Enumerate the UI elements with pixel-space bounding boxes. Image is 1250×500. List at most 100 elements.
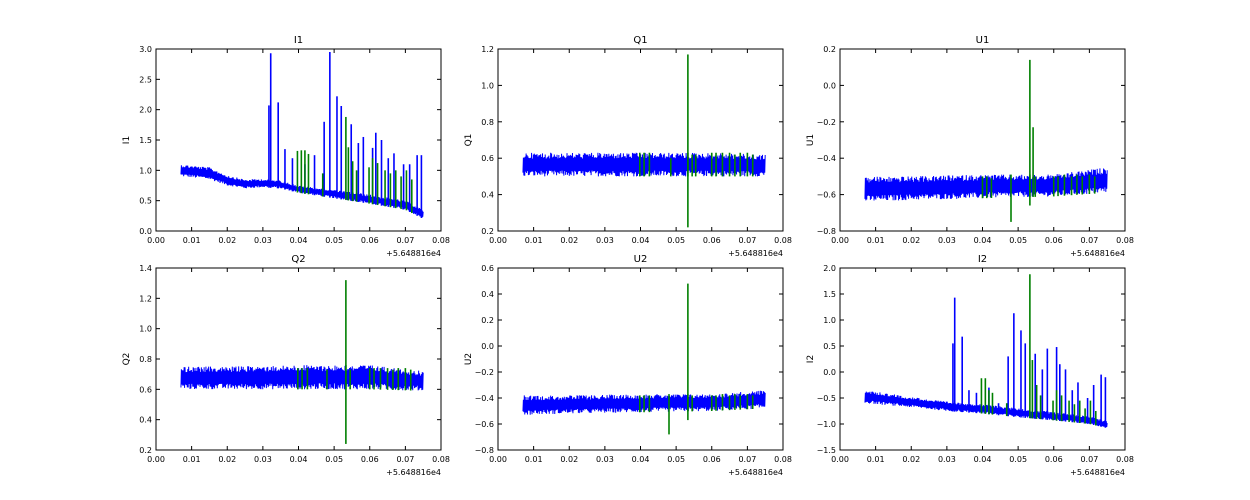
x-tick-label: 0.04 [632, 236, 650, 245]
panel-title: U2 [634, 254, 648, 265]
y-tick-label: 0.5 [139, 197, 152, 206]
x-tick-label: 0.08 [774, 236, 792, 245]
y-axis-label: U2 [464, 353, 474, 365]
x-tick-label: 0.05 [1009, 455, 1027, 464]
subplot-U1: 0.00 0.01 0.02 0.03 0.04 0.05 0.06 0.07 0.08 −0.8… [806, 35, 1134, 258]
x-tick-label: 0.03 [938, 236, 956, 245]
x-tick-label: 0.00 [489, 455, 507, 464]
y-tick-label: 0.2 [481, 227, 494, 236]
x-tick-label: 0.08 [432, 236, 450, 245]
plot-area [180, 52, 424, 218]
plot-area [180, 280, 424, 444]
y-tick-label: 3.0 [139, 45, 152, 54]
x-tick-label: 0.06 [361, 236, 379, 245]
x-tick-label: 0.08 [1116, 236, 1134, 245]
y-axis-label: Q2 [122, 353, 132, 366]
x-tick-label: 0.06 [703, 455, 721, 464]
series-green [981, 59, 1096, 222]
subplot-Q1: 0.00 0.01 0.02 0.03 0.04 0.05 0.06 0.07 0.08 0.2 0… [464, 35, 792, 258]
x-tick-label: 0.02 [218, 455, 236, 464]
y-tick-label: 1.2 [139, 294, 152, 303]
x-tick-label: 0.04 [290, 455, 308, 464]
x-tick-label: 0.07 [738, 236, 756, 245]
x-tick-label: 0.01 [183, 236, 201, 245]
y-tick-label: −0.8 [475, 446, 494, 455]
x-offset-label: +5.648816e4 [386, 468, 441, 477]
panel-title: Q1 [633, 35, 647, 46]
subplot-I1: 0.00 0.01 0.02 0.03 0.04 0.05 0.06 0.07 0.08 0.0 0… [122, 35, 450, 258]
panel-title: I1 [294, 35, 303, 46]
y-tick-label: −0.2 [475, 368, 494, 377]
y-axis-label: I2 [806, 355, 816, 363]
x-tick-label: 0.04 [974, 455, 992, 464]
x-tick-label: 0.05 [1009, 236, 1027, 245]
x-tick-label: 0.02 [902, 455, 920, 464]
panel-title: I2 [978, 254, 987, 265]
x-offset-label: +5.648816e4 [1070, 249, 1125, 258]
x-tick-label: 0.05 [667, 455, 685, 464]
series-green [638, 54, 754, 228]
y-tick-label: 2.5 [139, 75, 152, 84]
x-tick-label: 0.02 [560, 236, 578, 245]
x-offset-label: +5.648816e4 [728, 249, 783, 258]
y-tick-label: 2.0 [139, 106, 152, 115]
x-tick-label: 0.08 [1116, 455, 1134, 464]
y-tick-label: 2.0 [823, 264, 836, 273]
y-axis-label: I1 [122, 136, 132, 144]
x-tick-label: 0.00 [831, 236, 849, 245]
panel-title: U1 [976, 35, 990, 46]
x-tick-label: 0.01 [867, 455, 885, 464]
x-tick-label: 0.00 [489, 236, 507, 245]
x-tick-label: 0.07 [396, 455, 414, 464]
x-tick-label: 0.08 [774, 455, 792, 464]
y-tick-label: 0.8 [481, 118, 494, 127]
y-tick-label: 0.2 [481, 316, 494, 325]
x-offset-label: +5.648816e4 [1070, 468, 1125, 477]
x-tick-label: 0.07 [1080, 236, 1098, 245]
y-tick-label: −0.6 [475, 420, 494, 429]
y-tick-label: 1.0 [823, 316, 836, 325]
y-tick-label: 0.2 [139, 446, 152, 455]
y-tick-label: 1.5 [139, 136, 152, 145]
subplot-U2: 0.00 0.01 0.02 0.03 0.04 0.05 0.06 0.07 0.08 −0.8… [464, 254, 792, 477]
y-tick-label: 0.4 [481, 290, 494, 299]
y-tick-label: 0.6 [481, 264, 494, 273]
y-tick-label: 0.0 [823, 81, 836, 90]
x-tick-label: 0.05 [325, 455, 343, 464]
y-tick-label: 0.0 [823, 368, 836, 377]
y-tick-label: 1.0 [139, 325, 152, 334]
y-tick-label: 1.2 [481, 45, 494, 54]
x-tick-label: 0.01 [867, 236, 885, 245]
x-tick-label: 0.08 [432, 455, 450, 464]
x-tick-label: 0.00 [147, 236, 165, 245]
x-tick-label: 0.06 [1045, 455, 1063, 464]
x-tick-label: 0.07 [396, 236, 414, 245]
x-tick-label: 0.03 [596, 455, 614, 464]
x-tick-label: 0.04 [290, 236, 308, 245]
x-tick-label: 0.05 [667, 236, 685, 245]
y-tick-label: 1.4 [139, 264, 152, 273]
x-tick-label: 0.01 [525, 455, 543, 464]
y-tick-label: 0.0 [481, 342, 494, 351]
x-tick-label: 0.03 [254, 236, 272, 245]
y-tick-label: 1.0 [139, 166, 152, 175]
y-tick-label: −0.2 [817, 118, 836, 127]
y-tick-label: −1.5 [817, 446, 836, 455]
x-tick-label: 0.05 [325, 236, 343, 245]
x-tick-label: 0.02 [560, 455, 578, 464]
x-offset-label: +5.648816e4 [728, 468, 783, 477]
x-tick-label: 0.04 [632, 455, 650, 464]
y-tick-label: −0.5 [817, 394, 836, 403]
x-tick-label: 0.02 [902, 236, 920, 245]
y-tick-label: 0.6 [481, 154, 494, 163]
y-axis-label: U1 [806, 134, 816, 146]
series-green [638, 283, 754, 435]
subplot-I2: 0.00 0.01 0.02 0.03 0.04 0.05 0.06 0.07 0.08 −1.5… [806, 254, 1134, 477]
series-green [296, 280, 412, 444]
plot-area [864, 59, 1108, 222]
x-tick-label: 0.01 [525, 236, 543, 245]
y-tick-label: 0.5 [823, 342, 836, 351]
x-tick-label: 0.07 [1080, 455, 1098, 464]
series-green [296, 116, 413, 214]
